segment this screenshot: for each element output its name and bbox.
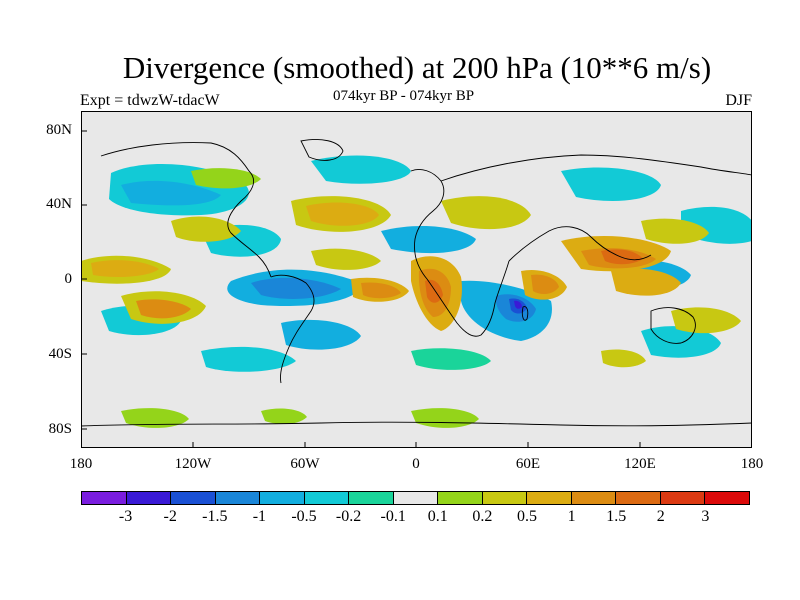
colorbar-swatch [82,492,127,504]
colorbar-label: 1 [567,508,576,525]
coastlines [81,139,752,427]
colorbar-swatch [126,492,172,504]
period-label: 074kyr BP - 074kyr BP [333,88,475,104]
colorbar-label: 3 [701,508,710,525]
colorbar-label: 0.1 [427,508,448,525]
colorbar-swatch [171,492,216,504]
colorbar-label: -2 [163,508,177,525]
divergence-map [81,111,752,448]
map-canvas [81,111,752,448]
lat-label-40s: 40S [48,346,72,362]
colorbar-swatch [527,492,572,504]
lon-label-60e: 60E [515,456,541,472]
chart-title: Divergence (smoothed) at 200 hPa (10**6 … [122,50,712,85]
lat-label-40n: 40N [46,196,72,212]
colorbar-label: -0.1 [380,508,406,525]
colorbar-swatch [260,492,305,504]
lat-label-80s: 80S [48,421,72,437]
colorbar-swatch [438,492,483,504]
colorbar-swatch [482,492,528,504]
colorbar-swatch [571,492,617,504]
lon-label-0: 0 [412,456,420,472]
lon-label-180w: 180 [69,456,93,472]
lon-label-120e: 120E [624,456,656,472]
lon-label-180e: 180 [740,456,764,472]
colorbar-label: -1.5 [202,508,228,525]
lat-label-0: 0 [64,271,73,287]
colorbar-swatch [393,492,439,504]
colorbar-label: -1 [252,508,267,525]
colorbar-swatch [304,492,350,504]
colorbar-label: 2 [656,508,665,525]
lat-label-80n: 80N [46,122,72,138]
season-label: DJF [725,92,752,109]
colorbar-label: 1.5 [606,508,627,525]
colorbar-swatch [349,492,394,504]
colorbar-label: -0.5 [291,508,317,525]
experiment-label: Expt = tdwzW-tdacW [80,92,220,109]
lon-label-120w: 120W [174,456,212,472]
colorbar-label: 0.5 [517,508,537,525]
colorbar-swatch [660,492,706,504]
map-ticks [81,130,641,448]
colorbar [81,491,750,505]
colorbar-swatch [705,492,749,504]
colorbar-label: -3 [118,508,133,525]
lon-label-60w: 60W [290,456,320,472]
colorbar-label: -0.2 [335,508,362,525]
colorbar-swatch [215,492,261,504]
colorbar-label: 0.2 [472,508,493,525]
colorbar-swatch [616,492,661,504]
